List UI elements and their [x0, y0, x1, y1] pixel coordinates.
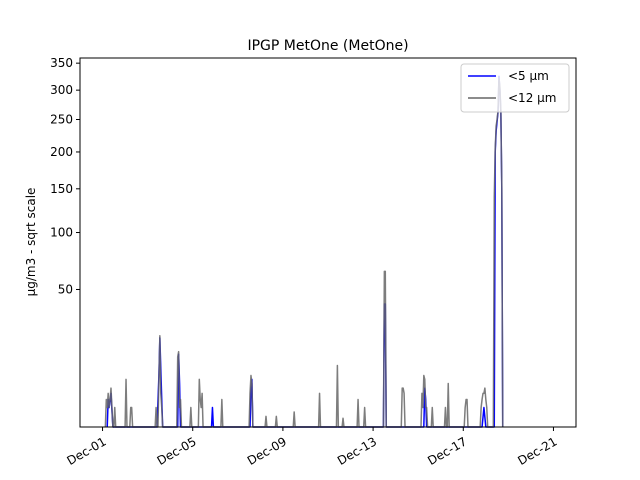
x-tick-label: Dec-05 [155, 434, 199, 468]
x-tick-label: Dec-01 [64, 434, 108, 468]
x-tick-label: Dec-09 [245, 434, 289, 468]
legend-label-0: <5 µm [508, 69, 549, 83]
plot-frame [79, 57, 577, 428]
y-tick-label: 300 [50, 83, 73, 97]
legend-label-1: <12 µm [508, 91, 556, 105]
y-tick-label: 100 [50, 226, 73, 240]
x-tick-label: Dec-13 [335, 434, 379, 468]
x-axis: Dec-01 Dec-05 Dec-09 Dec-13 Dec-17 Dec-21 [64, 427, 559, 468]
y-axis-label: µg/m3 - sqrt scale [24, 188, 38, 297]
chart-title: IPGP MetOne (MetOne) [247, 38, 408, 54]
series-line-1 [104, 77, 504, 428]
y-axis: 50 100 150 200 250 300 350 [50, 56, 80, 296]
x-tick-label: Dec-17 [425, 434, 469, 468]
legend: <5 µm <12 µm [460, 63, 570, 113]
y-tick-label: 200 [50, 145, 73, 159]
y-tick-label: 50 [58, 282, 73, 296]
y-tick-label: 250 [50, 113, 73, 127]
x-tick-label: Dec-21 [515, 434, 559, 468]
series-line-0 [106, 75, 504, 428]
series-layer [104, 75, 504, 428]
y-tick-label: 350 [50, 56, 73, 70]
y-tick-label: 150 [50, 182, 73, 196]
